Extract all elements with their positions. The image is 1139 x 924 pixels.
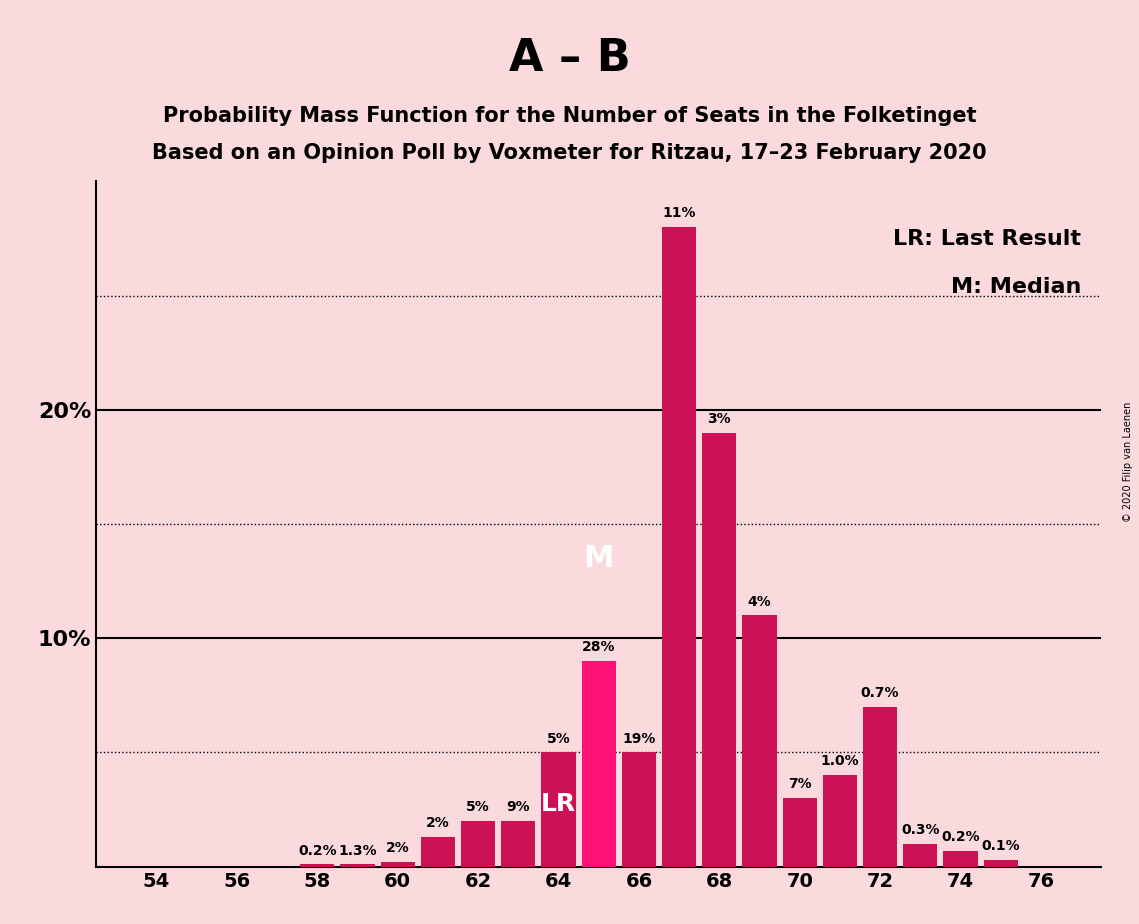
Bar bbox=[782, 798, 817, 867]
Text: Probability Mass Function for the Number of Seats in the Folketinget: Probability Mass Function for the Number… bbox=[163, 106, 976, 127]
Bar bbox=[622, 752, 656, 867]
Text: A – B: A – B bbox=[509, 37, 630, 80]
Bar bbox=[903, 844, 937, 867]
Text: 4%: 4% bbox=[747, 594, 771, 609]
Bar bbox=[541, 752, 575, 867]
Text: 0.7%: 0.7% bbox=[861, 686, 900, 699]
Text: 11%: 11% bbox=[663, 206, 696, 220]
Text: 19%: 19% bbox=[622, 732, 656, 746]
Bar bbox=[984, 860, 1018, 867]
Bar bbox=[341, 864, 375, 867]
Text: 1.0%: 1.0% bbox=[820, 754, 859, 769]
Text: 28%: 28% bbox=[582, 640, 615, 654]
Text: 0.2%: 0.2% bbox=[941, 830, 980, 844]
Bar bbox=[662, 227, 696, 867]
Bar bbox=[582, 661, 616, 867]
Bar bbox=[461, 821, 495, 867]
Bar bbox=[863, 707, 898, 867]
Bar bbox=[703, 432, 737, 867]
Text: 5%: 5% bbox=[547, 732, 571, 746]
Text: M: M bbox=[583, 543, 614, 573]
Text: M: Median: M: Median bbox=[951, 277, 1081, 298]
Text: 2%: 2% bbox=[426, 816, 450, 830]
Text: 1.3%: 1.3% bbox=[338, 844, 377, 857]
Bar bbox=[301, 864, 335, 867]
Bar bbox=[743, 615, 777, 867]
Text: 5%: 5% bbox=[466, 800, 490, 814]
Text: LR: Last Result: LR: Last Result bbox=[893, 229, 1081, 249]
Bar bbox=[420, 837, 454, 867]
Text: LR: LR bbox=[541, 793, 576, 817]
Bar bbox=[380, 862, 415, 867]
Text: Based on an Opinion Poll by Voxmeter for Ritzau, 17–23 February 2020: Based on an Opinion Poll by Voxmeter for… bbox=[153, 143, 986, 164]
Text: © 2020 Filip van Laenen: © 2020 Filip van Laenen bbox=[1123, 402, 1133, 522]
Text: 0.3%: 0.3% bbox=[901, 823, 940, 837]
Text: 3%: 3% bbox=[707, 412, 731, 426]
Bar bbox=[943, 851, 977, 867]
Text: 0.1%: 0.1% bbox=[982, 839, 1021, 853]
Text: 0.2%: 0.2% bbox=[298, 844, 336, 857]
Text: 7%: 7% bbox=[788, 777, 811, 791]
Text: 9%: 9% bbox=[507, 800, 530, 814]
Bar bbox=[822, 775, 857, 867]
Bar bbox=[501, 821, 535, 867]
Text: 2%: 2% bbox=[386, 841, 410, 856]
